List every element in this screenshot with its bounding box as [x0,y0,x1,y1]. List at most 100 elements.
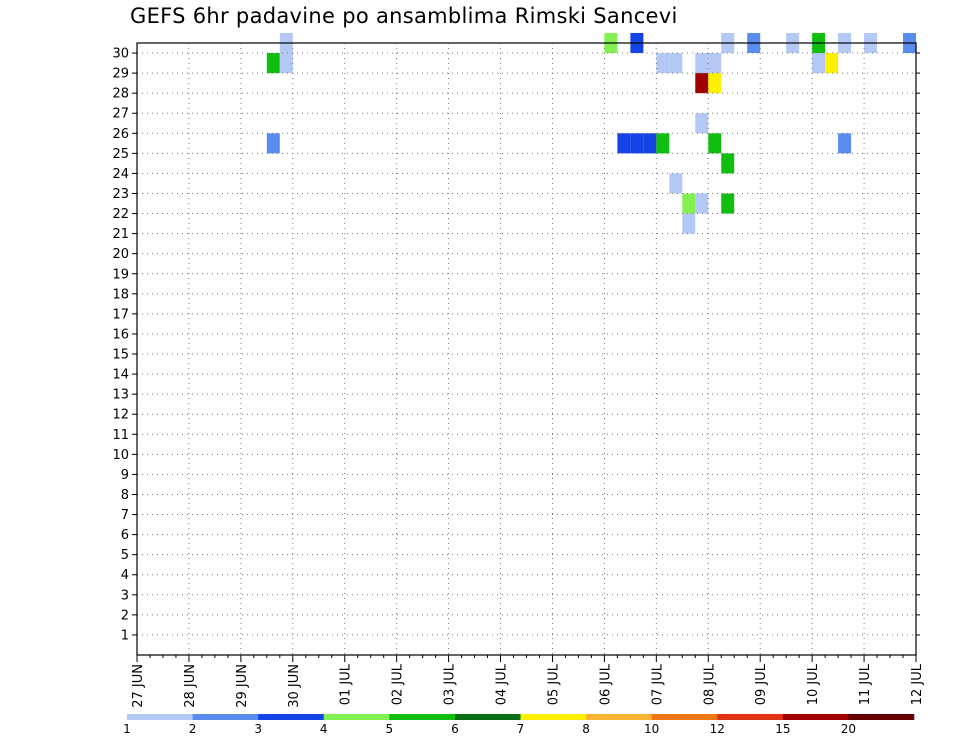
y-tick-label: 29 [112,67,129,82]
x-tick-label: 29 JUN [235,664,250,708]
x-tick-label: 08 JUL [702,663,717,705]
x-tick-label: 01 JUL [339,663,354,705]
y-tick-label: 11 [112,428,129,443]
y-tick-label: 7 [121,508,129,523]
legend-label: 6 [451,722,459,736]
x-tick-label: 07 JUL [650,663,665,705]
y-tick-label: 15 [112,348,129,363]
y-tick-label: 10 [112,448,129,463]
legend-label: 1 [123,722,131,736]
heat-cell [682,193,696,214]
y-tick-label: 20 [112,247,129,262]
x-tick-label: 27 JUN [131,664,146,708]
heat-cell [266,133,280,154]
y-tick-label: 27 [112,107,129,122]
y-tick-label: 5 [121,548,129,563]
x-tick-label: 30 JUN [287,664,302,708]
heat-cell [695,193,709,214]
legend-label: 15 [775,722,790,736]
y-axis: 1234567891011121314151617181920212223242… [112,47,920,643]
legend-swatch [258,714,325,720]
legend-label: 4 [320,722,328,736]
x-tick-label: 02 JUL [391,663,406,705]
y-tick-label: 16 [112,327,129,342]
y-tick-label: 3 [121,588,129,603]
y-tick-label: 28 [112,87,129,102]
x-tick-label: 12 JUL [910,663,925,705]
y-tick-label: 30 [112,47,129,62]
y-tick-label: 4 [121,568,129,583]
heat-cell [825,53,839,74]
y-tick-label: 14 [112,368,129,383]
legend-swatch [651,714,718,720]
legend-swatch [192,714,259,720]
x-tick-label: 06 JUL [598,663,613,705]
heat-cell [630,133,644,154]
y-tick-label: 21 [112,227,129,242]
chart-title: GEFS 6hr padavine po ansamblima Rimski S… [130,4,678,28]
heat-cell [682,213,696,234]
legend-swatch [586,714,652,720]
heat-cell [266,53,280,74]
y-tick-label: 12 [112,408,129,423]
y-tick-label: 1 [121,628,129,643]
legend-swatch [323,714,390,720]
legend-swatch [717,714,784,720]
heat-cell [812,53,826,74]
x-tick-label: 05 JUL [546,663,561,705]
color-legend: 1 2 3 4 5 6 7 8 10 12 15 20 [123,714,915,736]
legend-label: 5 [386,722,394,736]
legend-swatch [520,714,587,720]
heat-cell [708,73,722,94]
x-axis: 27 JUN 28 JUN 29 JUN 30 JUN 01 JUL 02 JUL 03 J… [131,655,925,708]
y-tick-label: 24 [112,167,129,182]
heat-cell [669,173,683,194]
legend-swatch [127,714,193,720]
heat-cell [695,73,709,94]
heat-cell [838,133,852,154]
heat-cell [708,133,722,154]
plot-frame [136,42,917,656]
heatmap-cells [266,32,916,234]
legend-swatch [848,714,915,720]
x-tick-label: 28 JUN [183,664,198,708]
legend-label: 20 [841,722,856,736]
x-tick-label: 09 JUL [754,663,769,705]
y-tick-label: 6 [121,528,129,543]
legend-swatch [389,714,456,720]
y-tick-label: 18 [112,287,129,302]
x-tick-label: 11 JUL [858,663,873,705]
legend-swatch [454,714,521,720]
y-tick-label: 17 [112,307,129,322]
y-tick-label: 26 [112,127,129,142]
y-tick-label: 8 [121,488,129,503]
heat-cell [695,113,709,134]
legend-label: 2 [189,722,197,736]
y-tick-label: 2 [121,608,129,623]
heat-cell [669,53,683,74]
y-tick-label: 19 [112,267,129,282]
legend-label: 7 [517,722,525,736]
legend-label: 10 [644,722,659,736]
y-tick-label: 13 [112,388,129,403]
y-tick-label: 23 [112,187,129,202]
x-tick-label: 04 JUL [495,663,510,705]
heat-cell [721,153,735,174]
plot-border [136,42,917,656]
legend-label: 3 [254,722,262,736]
legend-label: 8 [582,722,590,736]
x-tick-label: 10 JUL [806,663,821,705]
heat-cell [708,53,722,74]
grid-lines [137,43,916,655]
legend-swatch [782,714,849,720]
heat-cell [656,133,670,154]
y-tick-label: 22 [112,207,129,222]
heat-cell [656,53,670,74]
x-tick-label: 03 JUL [443,663,458,705]
heat-cell [279,53,293,74]
y-tick-label: 25 [112,147,129,162]
heat-cell [643,133,657,154]
y-tick-label: 9 [121,468,129,483]
legend-label: 12 [710,722,725,736]
